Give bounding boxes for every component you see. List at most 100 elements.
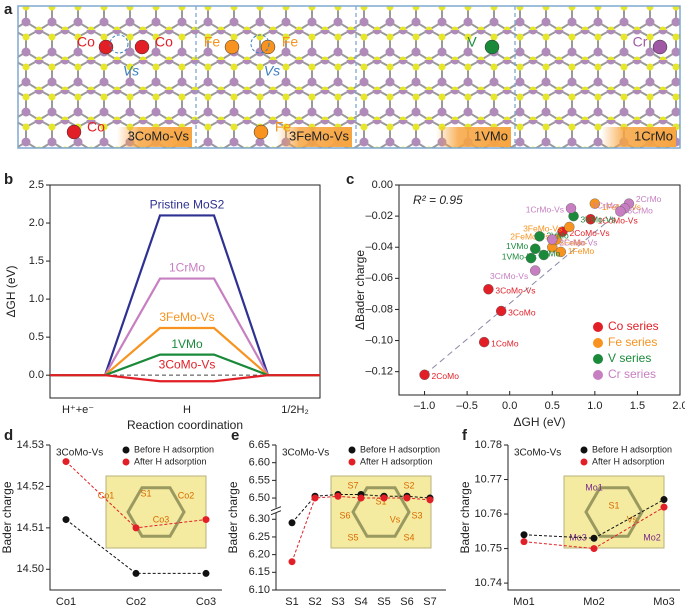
y-tick-label: –0.12	[365, 366, 393, 378]
inset-title: 3CoMo-Vs	[514, 448, 561, 459]
point	[380, 494, 388, 502]
y-tick-label: 14.52	[16, 480, 44, 492]
level-label: 1CrMo	[169, 261, 205, 275]
inset-label: S6	[339, 510, 350, 520]
x-tick-label: Mo1	[513, 596, 534, 608]
inset-label: S1	[608, 500, 619, 510]
y-axis-title: ΔBader charge	[353, 250, 367, 330]
point-label: 1CrMo-Vs	[526, 205, 564, 215]
level-label: Pristine MoS2	[150, 198, 225, 212]
y-tick-label: 6.15	[249, 566, 270, 578]
x-tick-label: S6	[400, 596, 413, 608]
point	[483, 284, 494, 295]
x-tick-label: S7	[423, 596, 436, 608]
x-tick-label: Co2	[126, 596, 146, 608]
x-tick-label: Co3	[196, 596, 216, 608]
legend-marker	[593, 322, 603, 332]
atom-label: Vs	[264, 63, 280, 79]
caption-glow	[601, 127, 676, 147]
dopant-atom	[134, 39, 150, 55]
axis	[49, 445, 222, 591]
caption: 3CoMo-Vs	[128, 128, 190, 143]
legend-marker	[593, 370, 603, 380]
y-tick-label: 0.5	[29, 331, 44, 343]
point	[288, 519, 296, 527]
dopant-atom	[484, 39, 500, 55]
legend-marker	[348, 458, 356, 466]
panel-label: e	[231, 427, 239, 444]
point	[520, 531, 528, 539]
point-label: 3CoMo-Vs	[495, 285, 535, 295]
legend-label: Before H adsorption	[592, 444, 672, 454]
y-tick-label: 6.20	[249, 549, 270, 561]
point	[660, 496, 668, 504]
inset-label: Mo1	[585, 482, 603, 492]
point-label: 2CoMo	[432, 371, 460, 381]
atom-label: Fe	[275, 119, 292, 135]
legend-label: Co series	[608, 319, 659, 333]
y-tick-label: –0.10	[365, 334, 393, 346]
annotation: R² = 0.95	[413, 193, 463, 207]
x-tick-label: Mo2	[583, 596, 604, 608]
inset-label: Mo3	[569, 532, 587, 542]
point	[357, 494, 365, 502]
point-label: 3FeMo-Vs	[523, 223, 562, 233]
x-axis-title: ΔGH (eV)	[513, 415, 565, 429]
point	[660, 503, 668, 511]
point-label: 2FeMo-Vs	[510, 232, 549, 242]
inset-label: S2	[403, 480, 414, 490]
inset-label: Co3	[153, 514, 170, 524]
x-tick-label: 0.5	[545, 400, 560, 412]
point	[534, 231, 545, 242]
legend-marker	[122, 446, 130, 454]
atom-label: Co	[77, 34, 95, 50]
atom-label: Co	[155, 34, 173, 50]
x-axis-title: Reaction coordination	[127, 418, 243, 432]
point-label: 3VMo-Vs	[581, 214, 616, 224]
point	[334, 492, 342, 500]
caption: 3FeMo-Vs	[289, 128, 349, 143]
legend-marker	[580, 458, 588, 466]
x-tick-label: S5	[377, 596, 390, 608]
y-tick-label: –0.02	[365, 210, 393, 222]
y-axis-title: ΔGH (eV)	[4, 265, 18, 317]
point	[288, 558, 296, 566]
inset-label: Mo2	[643, 532, 661, 542]
point-label: 3CrMo-Vs	[490, 271, 528, 281]
panel-label: a	[4, 1, 13, 18]
atom-label: Co	[87, 119, 105, 135]
legend-label: Before H adsorption	[134, 444, 214, 454]
y-tick-label: 2.5	[29, 179, 44, 191]
y-tick-label: 6.30	[249, 513, 270, 525]
point-label: 3VMo	[538, 248, 560, 258]
atom-label: Vs	[123, 63, 139, 79]
point	[590, 534, 598, 542]
x-tick-label: 0.0	[502, 400, 517, 412]
panel-label: f	[462, 427, 468, 444]
point	[530, 265, 541, 276]
atom-label: V	[467, 34, 477, 50]
dopant-atom	[652, 39, 668, 55]
legend-label: Before H adsorption	[360, 444, 440, 454]
x-tick-label: S3	[331, 596, 344, 608]
y-tick-label: 1.0	[29, 293, 44, 305]
point	[520, 538, 528, 546]
inset-label: Co1	[98, 490, 115, 500]
y-tick-label: 6.10	[249, 584, 270, 596]
point	[426, 496, 434, 504]
point	[547, 234, 558, 245]
inset-label: S1	[140, 488, 151, 498]
point	[564, 221, 575, 233]
x-tick-label: 1.5	[630, 400, 645, 412]
legend-label: After H adsorption	[360, 456, 433, 466]
atom-label: Cr	[633, 34, 648, 50]
x-tick-label: –0.5	[456, 400, 477, 412]
point	[62, 458, 70, 466]
point	[565, 203, 577, 214]
x-tick-label: H⁺+e⁻	[62, 404, 94, 416]
point	[538, 249, 549, 261]
atom-label: Fe	[204, 34, 221, 50]
y-tick-label: 10.76	[474, 508, 502, 520]
x-tick-label: H	[183, 404, 191, 416]
